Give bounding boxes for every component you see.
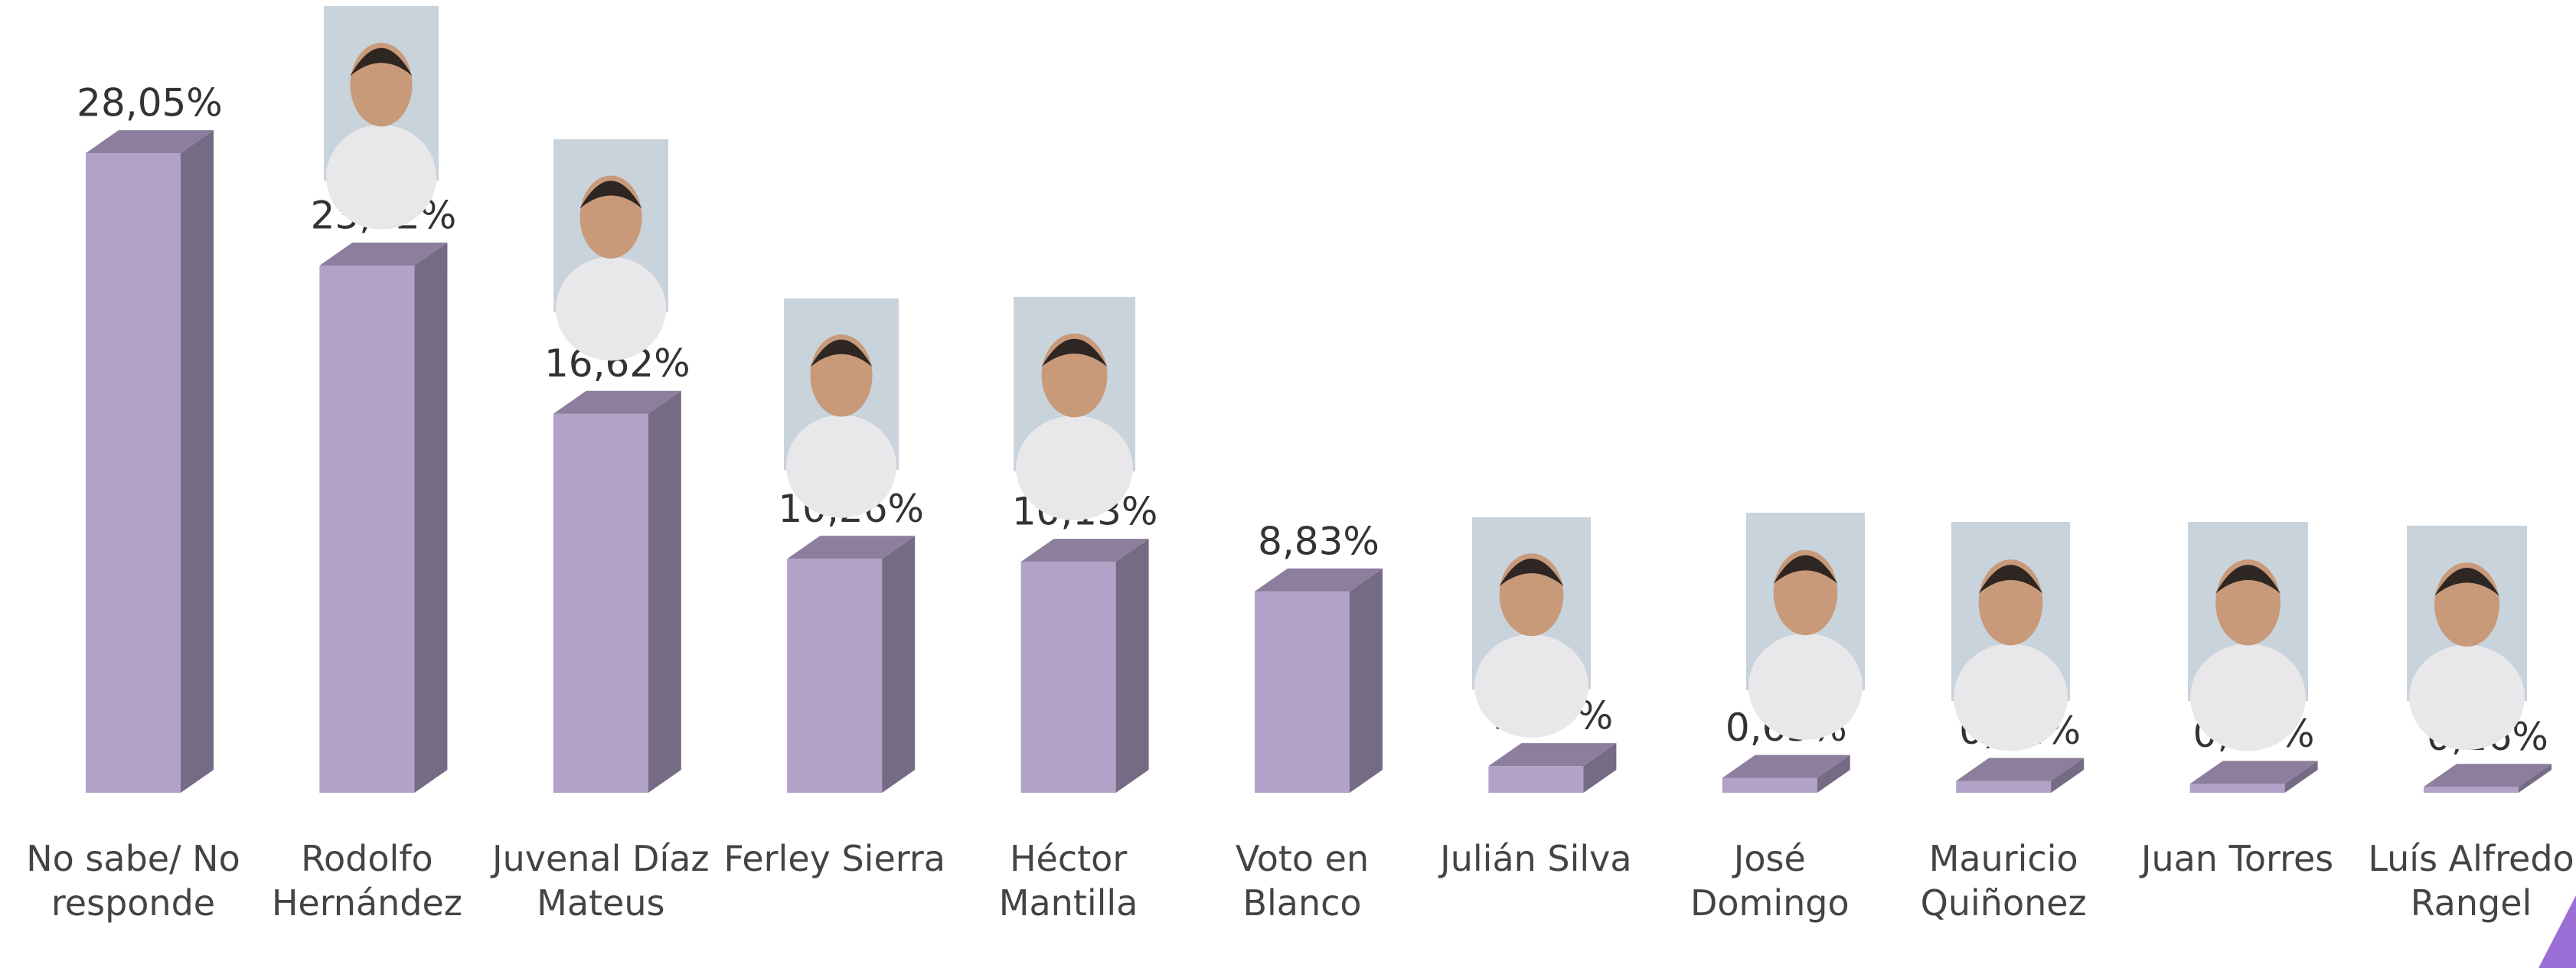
photo-body bbox=[1016, 416, 1133, 520]
bar-side bbox=[648, 390, 681, 793]
bar-side bbox=[1583, 743, 1617, 793]
bar-front bbox=[1488, 766, 1584, 793]
bar-top bbox=[787, 536, 916, 559]
bar bbox=[787, 536, 916, 793]
photo-hair bbox=[1773, 555, 1838, 584]
bar-front bbox=[1255, 591, 1350, 793]
candidate-photo bbox=[1746, 513, 1865, 740]
bar-front bbox=[553, 413, 648, 793]
bar-top bbox=[553, 390, 681, 414]
bar-top bbox=[319, 243, 448, 266]
bar-top bbox=[1255, 568, 1383, 592]
bar bbox=[1956, 758, 2085, 793]
bar-front bbox=[2189, 784, 2285, 793]
bar-front bbox=[1722, 777, 1817, 793]
value-label: 28,05% bbox=[77, 81, 223, 125]
bar-front bbox=[2424, 787, 2519, 793]
photo-body bbox=[556, 256, 666, 361]
photo-body bbox=[326, 125, 436, 230]
candidate-photo bbox=[324, 6, 439, 230]
bar bbox=[2424, 764, 2552, 793]
photo-body bbox=[2409, 644, 2525, 751]
bar-side bbox=[1115, 539, 1149, 793]
bar-front bbox=[86, 153, 181, 794]
bar-side bbox=[1350, 568, 1383, 793]
bar-top bbox=[1956, 758, 2085, 781]
category-label: Ferley Sierra bbox=[723, 838, 945, 879]
bar-side bbox=[2051, 758, 2085, 793]
photo-hair bbox=[2434, 567, 2499, 596]
bar-top bbox=[2189, 761, 2318, 784]
category-label: Juvenal Díaz Mateus bbox=[492, 838, 710, 924]
photo-body bbox=[2190, 644, 2306, 751]
candidate-photo bbox=[2188, 522, 2308, 751]
bar bbox=[2189, 761, 2318, 793]
category-label: No sabe/ No responde bbox=[26, 838, 240, 924]
bar bbox=[1255, 568, 1383, 793]
category-label: Héctor Mantilla bbox=[998, 838, 1138, 924]
bar-side bbox=[181, 130, 214, 794]
photo-hair bbox=[810, 339, 873, 367]
bar-top bbox=[2424, 764, 2552, 787]
category-label: Mauricio Quiñonez bbox=[1920, 838, 2087, 924]
candidate-photo bbox=[1472, 517, 1591, 738]
candidate-photo bbox=[1014, 297, 1135, 520]
category-label: José Domingo bbox=[1690, 838, 1850, 924]
bar-front bbox=[1956, 781, 2052, 793]
bar-front bbox=[787, 559, 883, 793]
photo-body bbox=[1954, 644, 2068, 751]
category-label: Luís Alfredo Rangel bbox=[2368, 838, 2574, 924]
bar-side bbox=[2284, 761, 2318, 793]
photo-hair bbox=[580, 181, 642, 209]
category-label: Juan Torres bbox=[2140, 838, 2334, 879]
photo-hair bbox=[2215, 565, 2281, 594]
category-label: Voto en Blanco bbox=[1235, 838, 1370, 924]
bar-side bbox=[2519, 764, 2552, 793]
bar-top bbox=[1020, 539, 1149, 562]
photo-body bbox=[1474, 634, 1588, 738]
candidate-photo bbox=[2407, 526, 2527, 751]
bar bbox=[1488, 743, 1617, 793]
category-label: Rodolfo Hernández bbox=[271, 838, 462, 924]
bar bbox=[553, 390, 681, 793]
bar-top bbox=[1722, 755, 1850, 778]
bar-top bbox=[86, 130, 214, 154]
bar bbox=[1722, 755, 1850, 793]
bar-side bbox=[1817, 755, 1850, 793]
bar-side bbox=[414, 243, 448, 793]
bar-top bbox=[1488, 743, 1617, 767]
bar bbox=[86, 130, 214, 794]
candidate-photo bbox=[1951, 522, 2070, 751]
photo-hair bbox=[1041, 338, 1108, 367]
photo-hair bbox=[350, 47, 413, 77]
photo-body bbox=[1748, 633, 1863, 740]
bar-side bbox=[882, 536, 916, 793]
bar-front bbox=[1020, 562, 1116, 793]
bar bbox=[1020, 539, 1149, 793]
photo-hair bbox=[1499, 559, 1564, 586]
category-label: Julián Silva bbox=[1440, 838, 1632, 879]
value-label: 8,83% bbox=[1258, 519, 1379, 563]
photo-hair bbox=[1978, 565, 2043, 594]
candidate-photo bbox=[784, 298, 899, 518]
corner-decoration bbox=[2538, 895, 2576, 968]
candidate-photo bbox=[553, 139, 668, 361]
bar-front bbox=[319, 266, 415, 793]
photo-body bbox=[786, 415, 896, 518]
bar bbox=[319, 243, 448, 793]
